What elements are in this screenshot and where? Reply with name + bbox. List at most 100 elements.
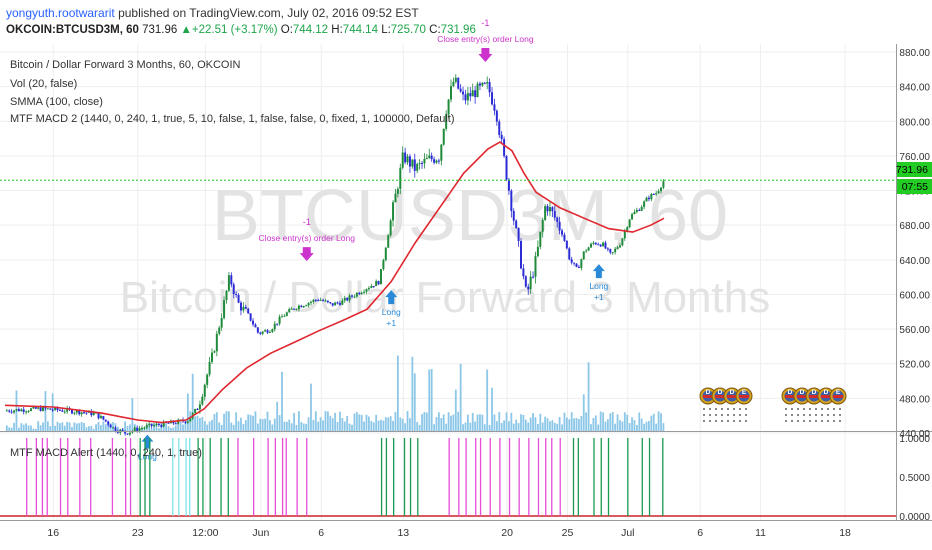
candle-body [358, 292, 361, 295]
volume-bar [223, 413, 225, 431]
volume-bar [157, 428, 160, 431]
candle-body [102, 416, 105, 420]
candle-body [503, 139, 506, 156]
candle-body [295, 309, 298, 311]
y-tick-label: 800.00 [899, 117, 930, 128]
volume-bar [322, 420, 324, 431]
volume-bar [650, 415, 653, 431]
volume-bar [488, 424, 491, 431]
price-axis: 880.00840.00800.00760.00720.00680.00640.… [899, 48, 930, 523]
symbol-name: OKCOIN:BTCUSD3M, 60 [6, 24, 139, 36]
event-dot [833, 420, 835, 422]
candle-body [300, 305, 303, 308]
volume-bar [5, 425, 8, 431]
candle-body [317, 300, 320, 302]
volume-bar [404, 423, 407, 431]
candle-body [29, 408, 32, 411]
candle-body [247, 308, 250, 314]
volume-bar [46, 421, 49, 431]
candle-body [493, 104, 496, 111]
annotation-qty: +1 [386, 318, 396, 328]
event-dot [821, 408, 823, 410]
volume-bar [203, 421, 206, 431]
volume-bar [565, 417, 568, 431]
volume-bar [360, 414, 363, 431]
candle-body [230, 275, 233, 285]
candle-body [153, 425, 156, 427]
volume-bar [483, 424, 486, 431]
volume-bar [655, 423, 658, 431]
candle-body [329, 302, 332, 304]
volume-bar [416, 422, 419, 431]
candle-body [628, 219, 631, 228]
event-dot [815, 414, 817, 416]
candle-body [281, 316, 284, 318]
candle-body [512, 211, 515, 221]
volume-bar [273, 418, 276, 431]
volume-bar [563, 412, 566, 431]
volume-bar [25, 423, 28, 431]
event-dot [733, 414, 735, 416]
volume-bar [104, 424, 107, 431]
candle-body [302, 306, 305, 308]
candle-body [631, 214, 634, 220]
candle-body [309, 301, 312, 303]
volume-bar [498, 411, 501, 431]
symbol-line: OKCOIN:BTCUSD3M, 60 731.96 ▲+22.51 (+3.1… [6, 24, 476, 36]
x-tick-label: 18 [839, 527, 851, 539]
volume-bar [578, 419, 580, 431]
event-marker-stripe [739, 395, 749, 398]
volume-bar [450, 415, 452, 431]
volume-bar [500, 422, 503, 431]
volume-bar [71, 427, 73, 431]
volume-bar [13, 422, 15, 431]
volume-bar [116, 426, 119, 431]
candle-body [573, 262, 576, 264]
event-dot [803, 408, 805, 410]
volume-bar [505, 412, 508, 431]
candle-body [387, 235, 390, 248]
price-badge-bg [897, 162, 932, 177]
candle-body [553, 211, 556, 218]
candle-body [148, 423, 151, 426]
volume-bar [271, 424, 274, 431]
event-dot [815, 420, 817, 422]
candle-body [155, 423, 158, 426]
candle-body [307, 302, 310, 306]
candle-body [97, 412, 100, 419]
event-dot [739, 408, 741, 410]
candle-body [647, 197, 650, 200]
candle-body [623, 231, 626, 239]
volume-bar [80, 421, 83, 431]
candle-body [561, 230, 564, 235]
candle-body [322, 299, 325, 301]
volume-bar [298, 411, 300, 431]
volume-bar [445, 423, 448, 431]
candle-body [486, 82, 489, 84]
volume-bar [10, 427, 13, 431]
volume-bar [73, 422, 76, 431]
candle-body [133, 427, 136, 431]
candle-body [145, 425, 148, 428]
event-dot [727, 414, 729, 416]
volume-bar [466, 414, 469, 431]
event-marker-stripe [715, 395, 725, 398]
author-link[interactable]: yongyuth.rootwararit [6, 6, 115, 20]
volume-bar [573, 418, 576, 431]
volume-bar [51, 393, 54, 431]
candle-body [527, 286, 530, 290]
volume-bar [242, 423, 245, 431]
candle-body [336, 302, 339, 304]
candle-body [353, 296, 356, 298]
candle-body [396, 188, 399, 194]
candle-body [341, 300, 344, 305]
event-dot [745, 408, 747, 410]
candle-body [256, 327, 259, 333]
volume-bar [430, 368, 433, 431]
volume-bar [582, 394, 585, 431]
volume-bar [570, 412, 573, 431]
volume-bar [536, 423, 539, 431]
event-marker-label: D [824, 389, 829, 396]
